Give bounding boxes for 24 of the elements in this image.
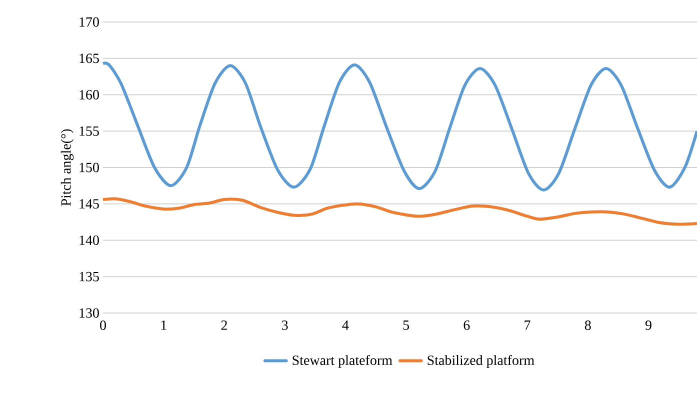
x-tick-label: 0 <box>100 320 106 330</box>
x-tick-label: 7 <box>524 320 530 330</box>
y-tick-label: 160 <box>80 90 99 100</box>
x-tick-label: 9 <box>645 320 652 330</box>
x-tick-label: 1 <box>161 320 166 330</box>
y-tick-label: 170 <box>80 17 99 27</box>
x-tick-label: 2 <box>221 320 227 330</box>
x-tick-label: 5 <box>403 320 410 330</box>
y-tick-label: 150 <box>80 162 99 172</box>
y-tick-label: 135 <box>80 272 99 282</box>
legend-label: Stabilized platform <box>428 355 534 368</box>
x-tick-label: 3 <box>282 320 288 330</box>
y-tick-label: 145 <box>80 199 99 209</box>
legend-label: Stewart plateform <box>292 355 392 368</box>
line-series <box>102 197 697 226</box>
y-axis-title: Pitch angle(°) <box>60 129 74 206</box>
y-tick-label: 165 <box>80 54 99 64</box>
x-tick-label: 6 <box>464 320 470 330</box>
line-series <box>102 62 697 192</box>
x-tick-label: 8 <box>584 320 591 330</box>
x-tick-label: 4 <box>342 320 349 330</box>
y-tick-label: 130 <box>80 308 99 318</box>
y-tick-label: 140 <box>80 236 99 245</box>
y-tick-label: 155 <box>80 126 99 136</box>
